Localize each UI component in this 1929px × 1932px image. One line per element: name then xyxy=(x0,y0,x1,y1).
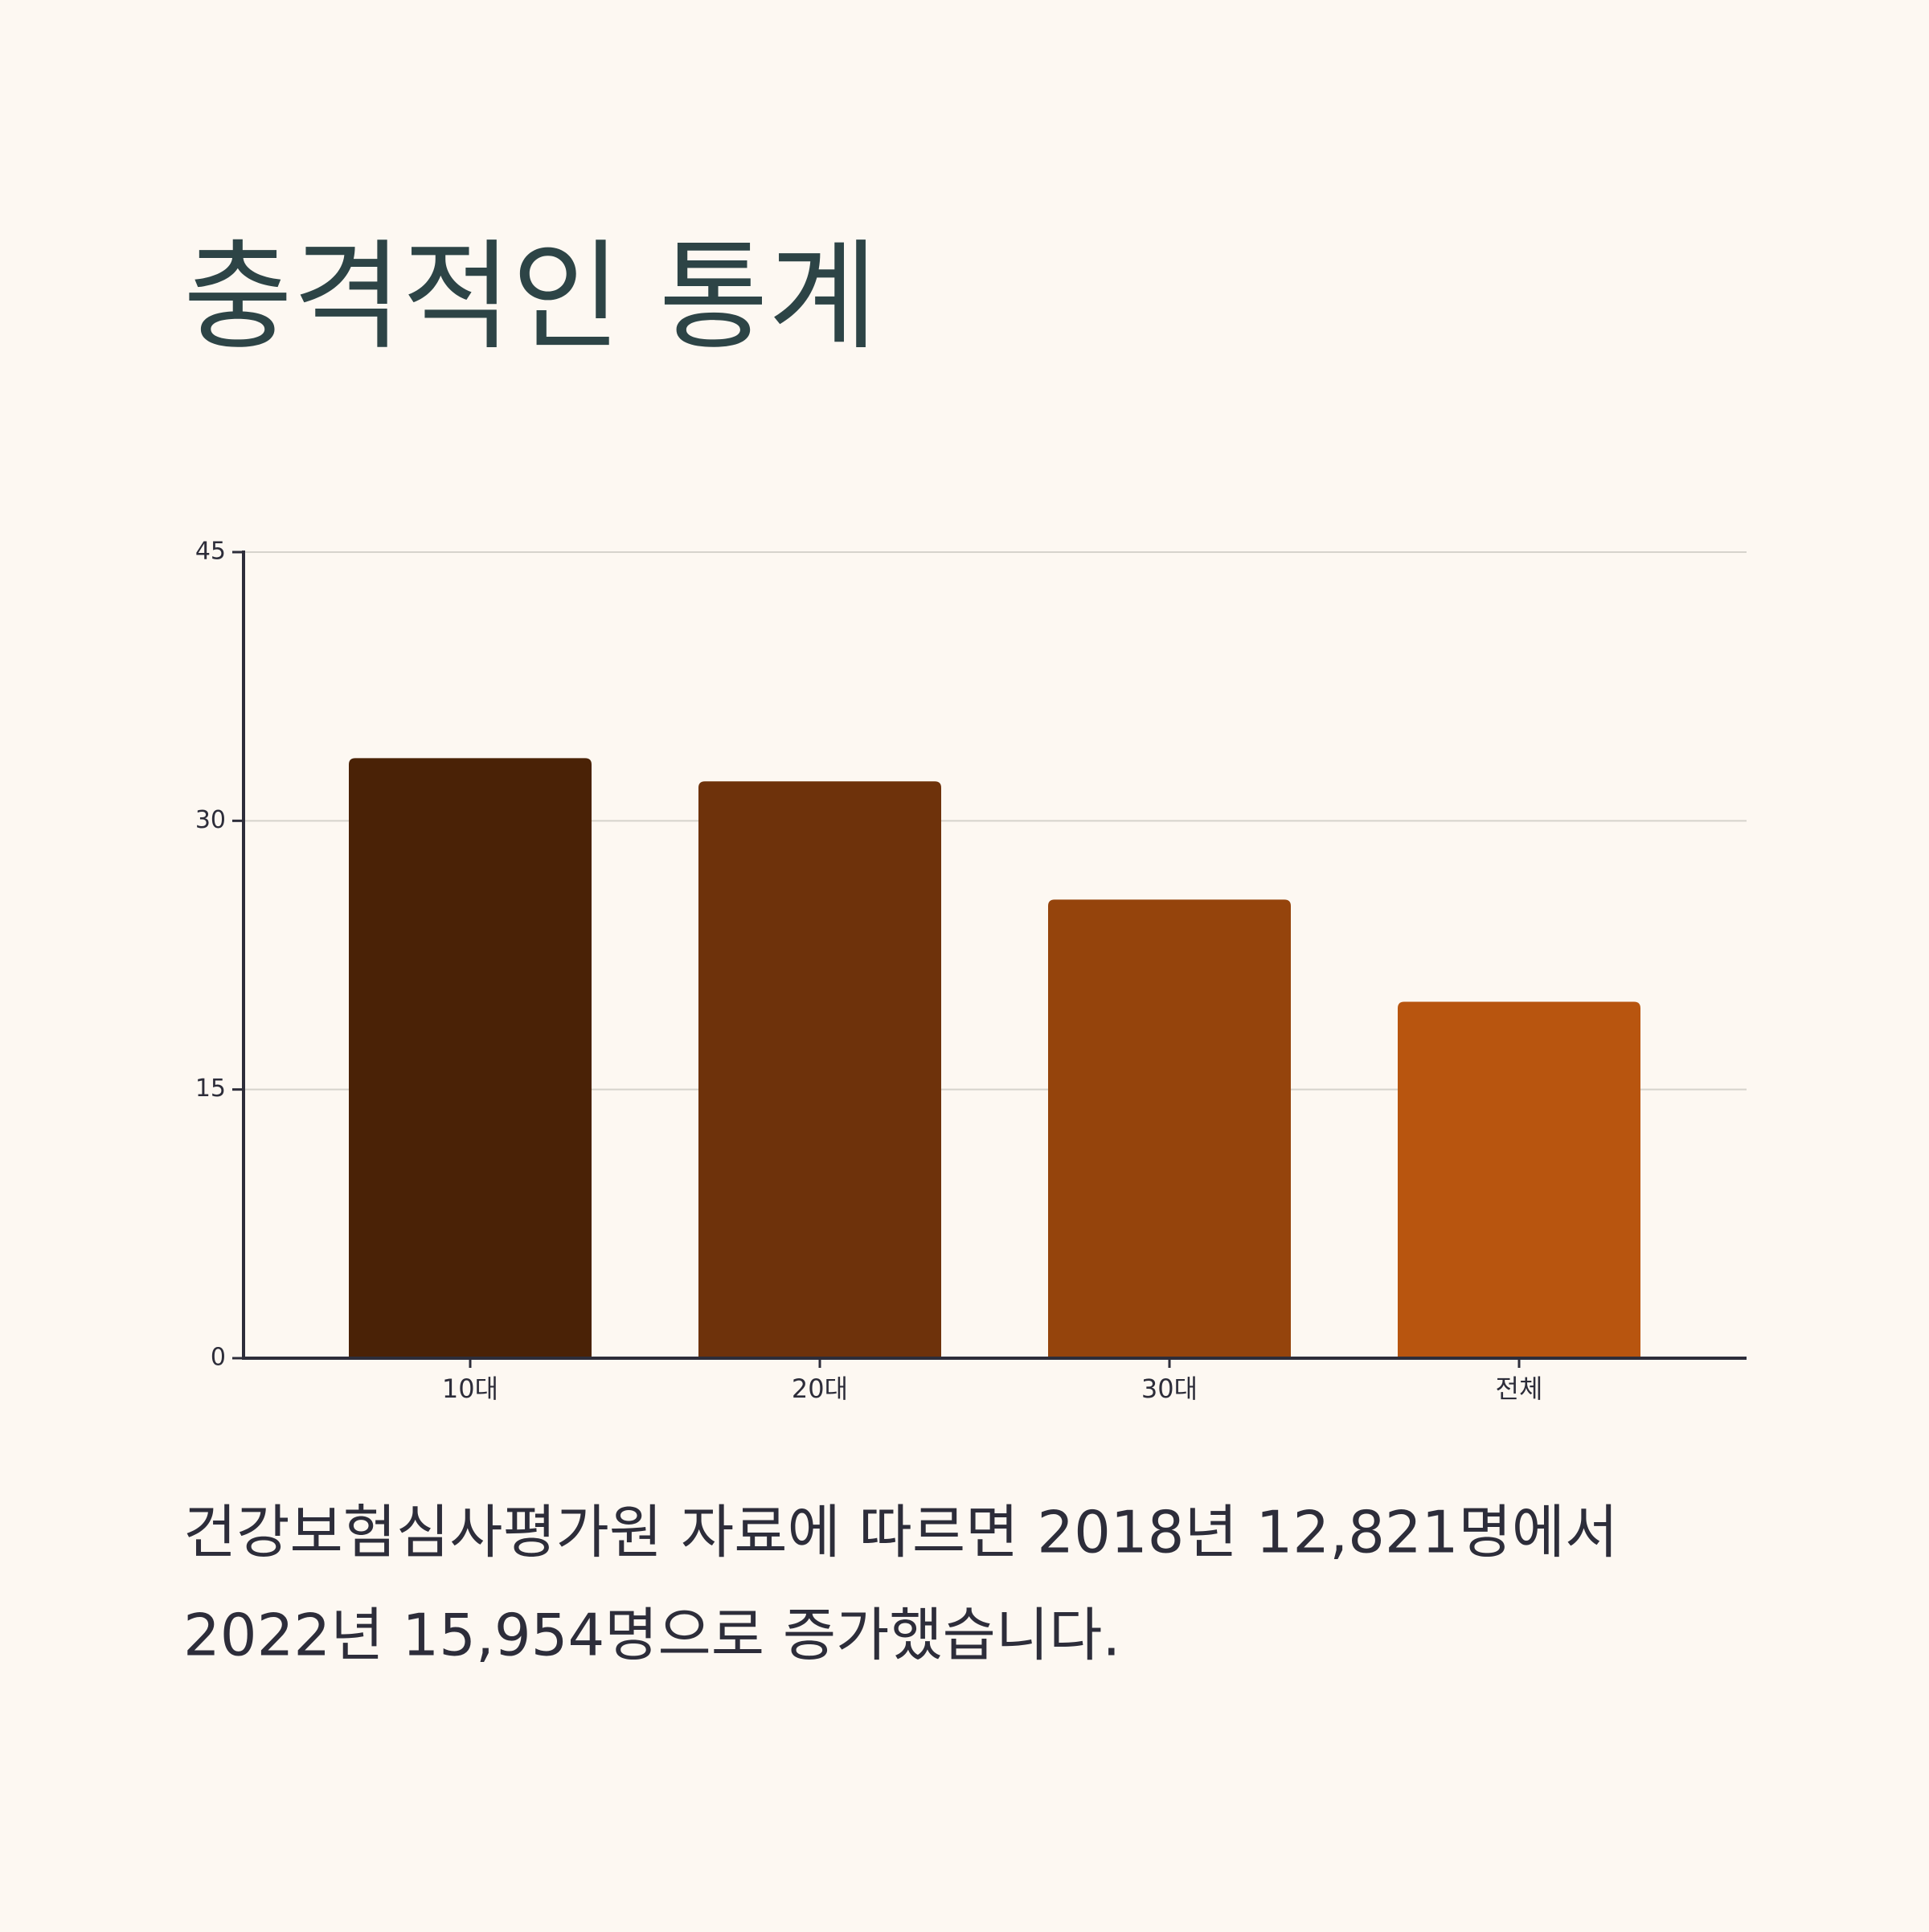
y-tick-label: 0 xyxy=(211,1344,226,1372)
y-tick-label: 45 xyxy=(195,538,226,566)
x-tick-label: 10대 xyxy=(442,1373,498,1404)
x-tick-label: 20대 xyxy=(792,1373,848,1404)
y-tick-label: 15 xyxy=(195,1074,226,1103)
bar xyxy=(698,781,941,1358)
caption-line: 2022년 15,954명으로 증가했습니다. xyxy=(183,1602,1120,1669)
bar xyxy=(1048,899,1291,1358)
y-tick-label: 30 xyxy=(195,806,226,834)
chart-title: 충격적인 통계 xyxy=(183,228,878,366)
x-tick-label: 전체 xyxy=(1496,1373,1543,1404)
bar xyxy=(1398,1001,1640,1358)
x-tick-label: 30대 xyxy=(1141,1373,1198,1404)
bar xyxy=(349,758,592,1358)
caption-line: 건강보험심사평가원 자료에 따르면 2018년 12,821명에서 xyxy=(183,1499,1618,1566)
